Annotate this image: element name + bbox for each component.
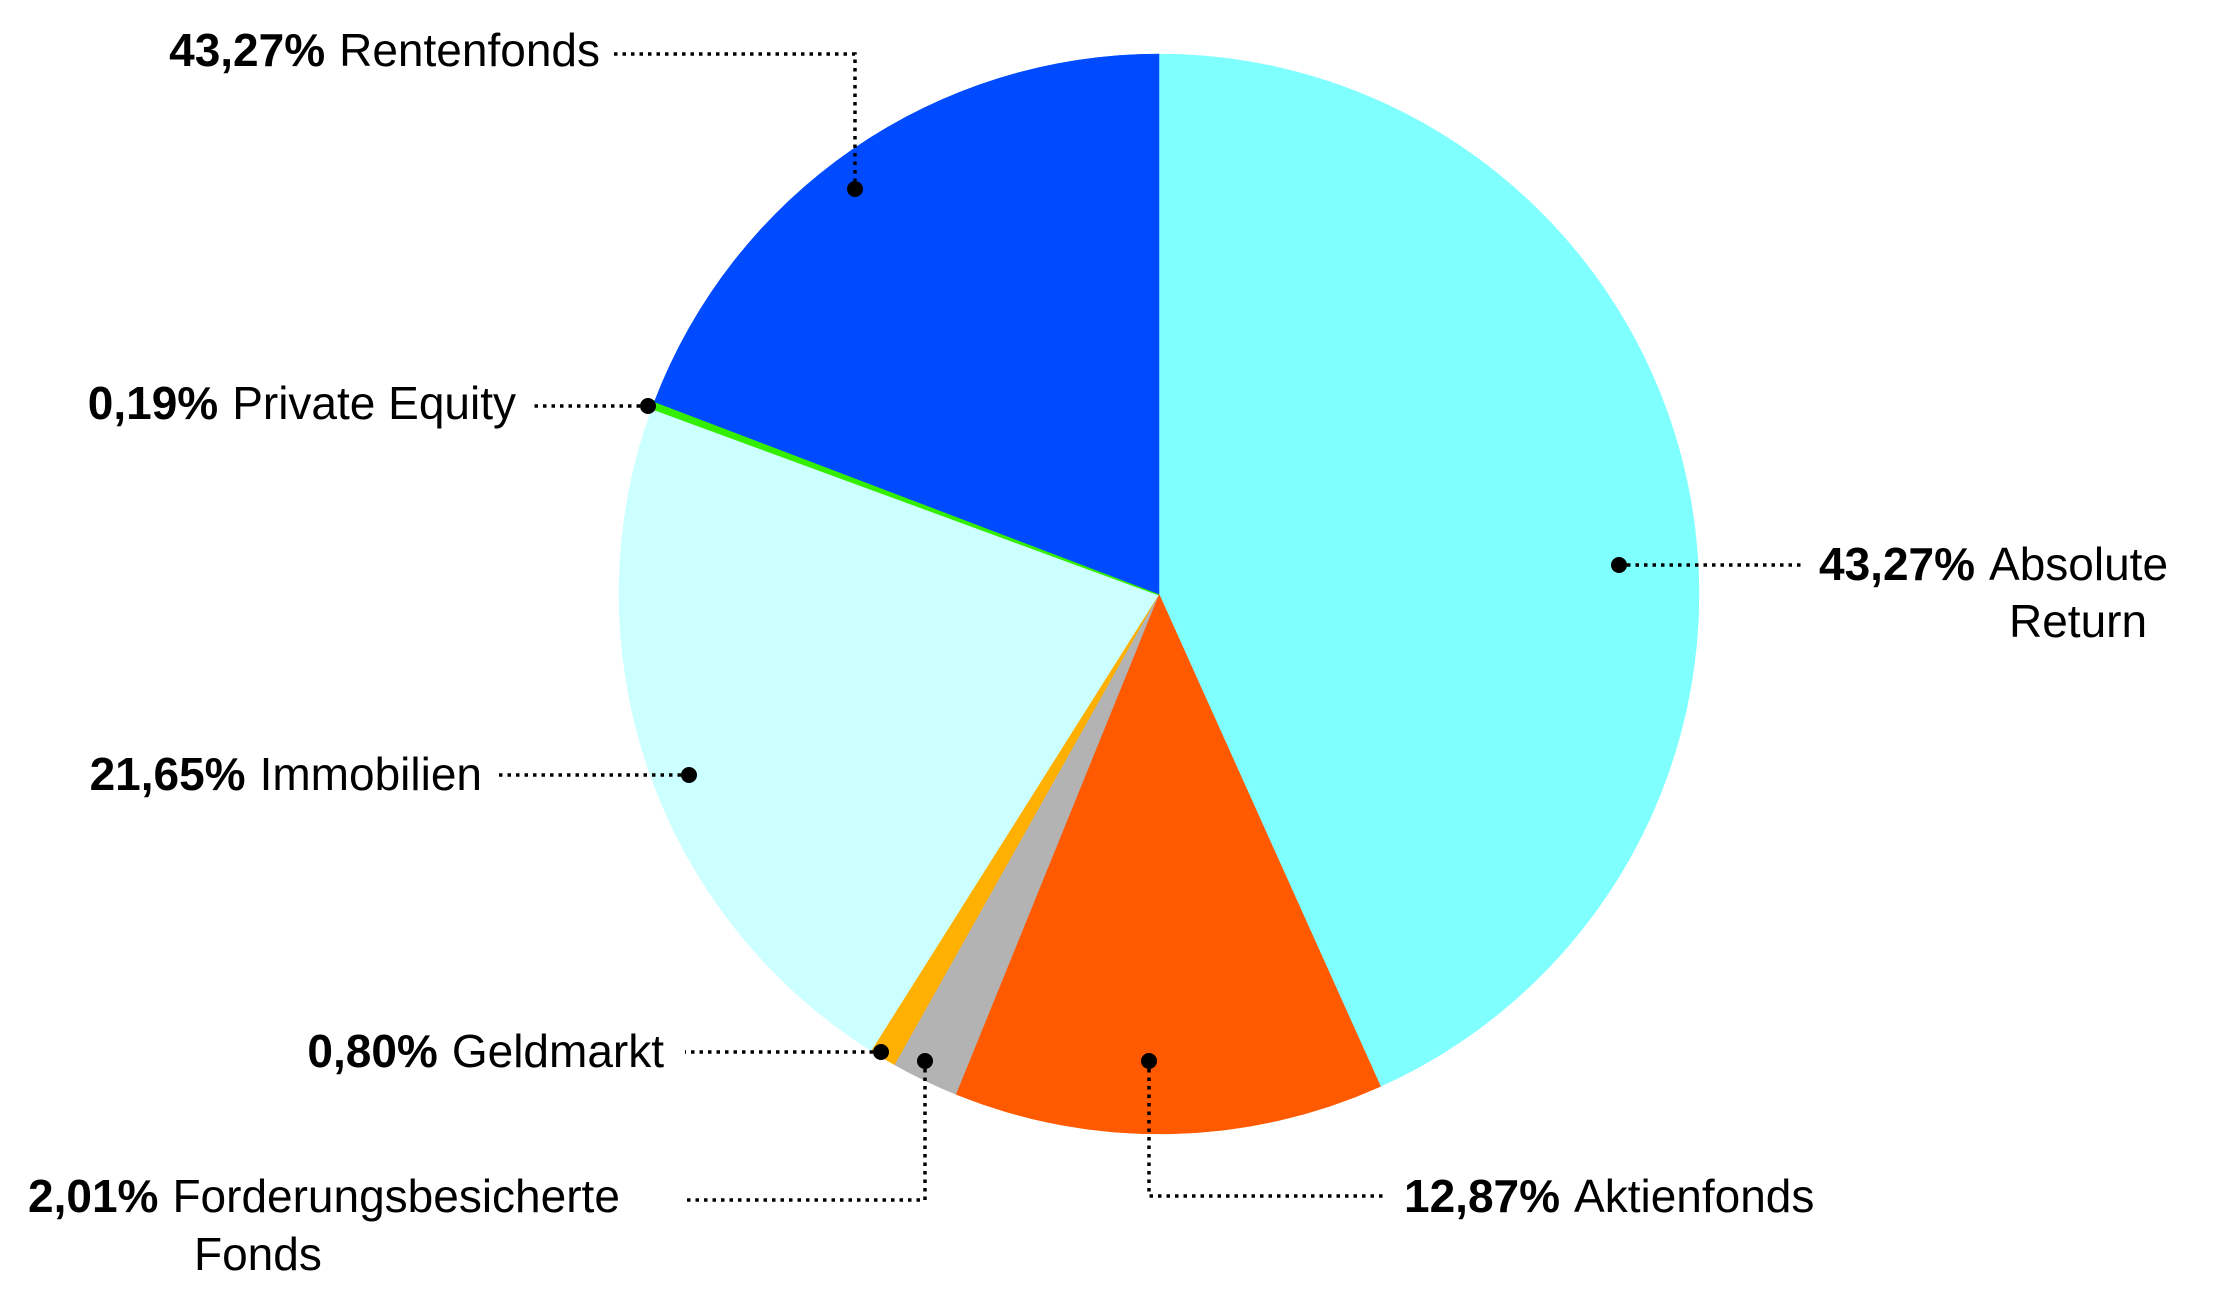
slice-percent: 43,27% [1819, 538, 1975, 590]
svg-text:12,87%Aktienfonds: 12,87% Aktienfonds [1404, 1170, 1814, 1222]
svg-text:21,65%Immobilien: 21,65% Immobilien [90, 748, 482, 800]
label-geldmarkt: 0,80% Geldmarkt [307, 1025, 889, 1077]
slice-percent: 21,65% [90, 748, 246, 800]
label-private-equity: 0,19% Private Equity [88, 377, 656, 429]
slice-percent: 0,19% [88, 377, 218, 429]
leader-dot [1611, 557, 1627, 573]
slice-name: Aktienfonds [1574, 1170, 1814, 1222]
pie-labels: 43,27% Absolute Return 12,87% Aktienfonds … [28, 24, 2168, 1280]
label-immobilien: 21,65% Immobilien [90, 748, 697, 800]
slice-name-line2: Fonds [194, 1228, 322, 1280]
label-forderungsbesicherte-fonds: 2,01% Forderungsbesicherte Fonds [28, 1053, 933, 1280]
slice-name: Rentenfonds [339, 24, 600, 76]
slice-percent: 0,80% [307, 1025, 437, 1077]
label-aktienfonds: 12,87% Aktienfonds [1141, 1053, 1814, 1222]
leader-dot [640, 398, 656, 414]
pie-slice-absolute-return [1158, 53, 1700, 1087]
svg-text:43,27%Absolute: 43,27% Absolute [1819, 538, 2168, 590]
label-absolute-return: 43,27% Absolute Return [1611, 538, 2168, 647]
slice-name: Absolute [1989, 538, 2168, 590]
leader-line [614, 52, 857, 181]
svg-text:0,80%Geldmarkt: 0,80% Geldmarkt [307, 1025, 664, 1077]
leader-dot [917, 1053, 933, 1069]
slice-name: Private Equity [232, 377, 516, 429]
svg-text:2,01%Forderungsbesicherte: 2,01% Forderungsbesicherte [28, 1170, 620, 1222]
pie-slice-rentenfonds [654, 53, 1160, 595]
pie-slice-aktienfonds [955, 593, 1381, 1135]
label-rentenfonds: 43,27% Rentenfonds [169, 24, 863, 197]
pie-slices [618, 53, 1700, 1135]
slice-percent: 12,87% [1404, 1170, 1560, 1222]
leader-dot [1141, 1053, 1157, 1069]
svg-text:43,27%Rentenfonds: 43,27% Rentenfonds [169, 24, 600, 76]
slice-name: Immobilien [260, 748, 482, 800]
slice-percent: 2,01% [28, 1170, 158, 1222]
slice-name-line2: Return [2009, 595, 2147, 647]
slice-name: Forderungsbesicherte [172, 1170, 619, 1222]
leader-line [682, 1069, 927, 1202]
slice-name: Geldmarkt [452, 1025, 664, 1077]
slice-percent: 43,27% [169, 24, 325, 76]
pie-slice-immobilien [618, 407, 1160, 1052]
leader-dot [873, 1044, 889, 1060]
leader-dot [681, 767, 697, 783]
svg-text:0,19%Private Equity: 0,19% Private Equity [88, 377, 516, 429]
leader-dot [847, 181, 863, 197]
